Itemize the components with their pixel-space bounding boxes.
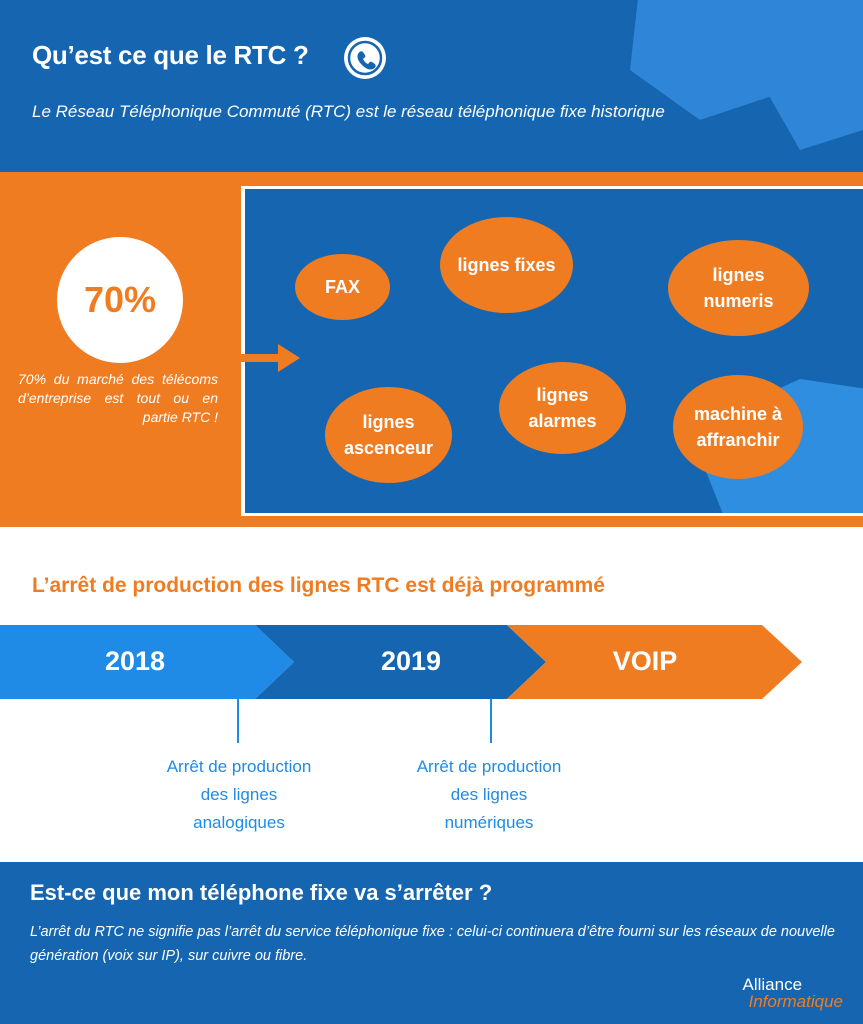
brand-logo: Alliance Informatique bbox=[743, 975, 844, 1012]
phone-icon bbox=[344, 37, 386, 79]
timeline-step-2019: 2019 bbox=[380, 646, 442, 676]
timeline-segment-2019 bbox=[255, 625, 546, 699]
service-bubble-lignes-ascenceur: lignes ascenceur bbox=[325, 387, 452, 483]
brand-name-line1: Alliance bbox=[742, 975, 803, 994]
service-bubble-machine-affranchir: machine à affranchir bbox=[673, 375, 803, 479]
stat-value: 70% bbox=[83, 279, 157, 320]
arrow-right-icon bbox=[234, 344, 300, 372]
brand-name-line2: Informatique bbox=[748, 992, 844, 1011]
timeline-segment-2018 bbox=[0, 625, 294, 699]
faq-question: Est-ce que mon téléphone fixe va s’arrêt… bbox=[30, 880, 493, 905]
decorative-hexagons bbox=[630, 0, 863, 150]
timeline-note-analog: Arrêt de production des lignes analogiqu… bbox=[166, 757, 312, 832]
timeline-segment-voip bbox=[507, 625, 802, 699]
service-bubble-lignes-numeris: lignes numeris bbox=[668, 240, 809, 336]
stat-description: 70% du marché des télécoms d’entreprise … bbox=[18, 371, 218, 425]
timeline-step-2018: 2018 bbox=[104, 646, 166, 676]
timeline-note-digital: Arrêt de production des lignes numérique… bbox=[416, 757, 562, 832]
page-subtitle: Le Réseau Téléphonique Commuté (RTC) est… bbox=[32, 102, 665, 121]
timeline-tick-2018 bbox=[237, 699, 239, 743]
timeline-arrows bbox=[0, 625, 802, 699]
service-bubble-fax: FAX bbox=[295, 254, 390, 320]
header-section: Qu’est ce que le RTC ? Le Réseau Télépho… bbox=[0, 0, 863, 172]
stat-circle: 70% bbox=[57, 237, 183, 363]
page-title: Qu’est ce que le RTC ? bbox=[32, 40, 309, 70]
timeline-step-voip: VOIP bbox=[612, 646, 678, 676]
timeline-title: L’arrêt de production des lignes RTC est… bbox=[32, 574, 605, 597]
faq-answer: L’arrêt du RTC ne signifie pas l’arrêt d… bbox=[30, 924, 835, 964]
service-bubble-lignes-fixes: lignes fixes bbox=[440, 217, 573, 313]
faq-section: Est-ce que mon téléphone fixe va s’arrêt… bbox=[0, 862, 863, 1024]
service-bubble-lignes-alarmes: lignes alarmes bbox=[499, 362, 626, 454]
stats-section: 70% 70% du marché des télécoms d’entrepr… bbox=[0, 172, 863, 527]
timeline-tick-2019 bbox=[490, 699, 492, 743]
